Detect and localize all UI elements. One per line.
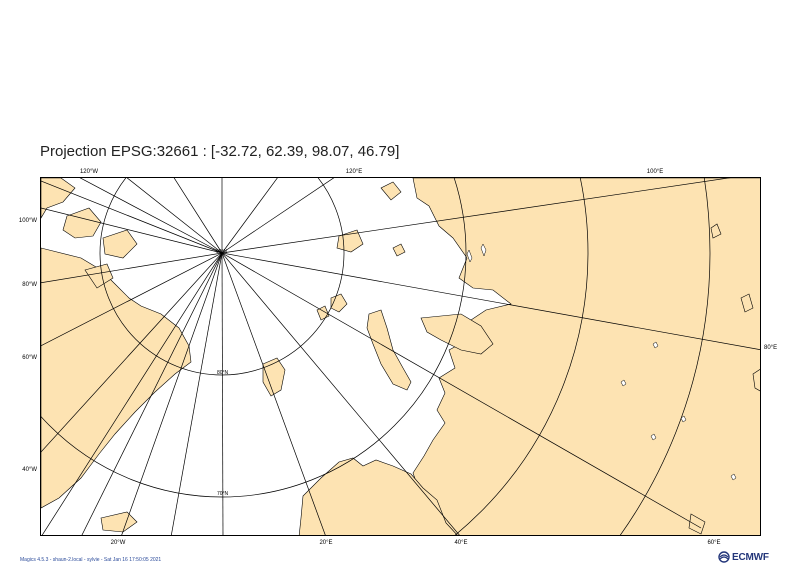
land-baffin-north [84, 263, 114, 289]
meridian [221, 252, 760, 350]
meridian [41, 252, 223, 347]
land-island [752, 368, 760, 392]
lake [730, 473, 737, 481]
lon-label-bottom: 60°E [707, 540, 721, 546]
lake [620, 379, 627, 387]
ecmwf-logo: ECMWF [718, 551, 769, 563]
land-svalbard [262, 357, 286, 397]
meridian [221, 252, 460, 535]
land-iceland [100, 511, 138, 533]
lat-label: 80°N [217, 370, 229, 376]
map-frame: 90°N 80°N 70°N [40, 177, 761, 536]
land-island [710, 223, 722, 239]
land-ellesmere [62, 207, 102, 239]
land-island [740, 293, 754, 313]
land-severnaya-zemlya [336, 229, 364, 253]
latitude-circle-60n [454, 178, 589, 535]
meridian [41, 207, 223, 254]
footer-credit: Magics 4.5.3 - shaun-2.local - sylvie - … [20, 557, 162, 563]
lat-label: 90°N [216, 249, 228, 255]
meridian [41, 252, 223, 453]
land-scandinavia [298, 457, 458, 535]
lon-label-left: 100°W [18, 218, 37, 224]
land-island [392, 243, 406, 257]
latitude-circle-70n [41, 178, 467, 498]
latitude-circle-80n [99, 178, 345, 376]
lon-label-top: 120°E [345, 169, 363, 175]
meridian [171, 252, 223, 535]
lat-label: 70°N [217, 491, 229, 497]
latitude-circle-50n [619, 178, 711, 535]
land-island [380, 181, 402, 201]
land-canadian-arctic [41, 178, 76, 219]
meridian [221, 178, 335, 254]
meridian [221, 252, 702, 529]
lon-label-left: 60°W [22, 355, 37, 361]
lake [650, 433, 657, 441]
lon-label-top: 120°W [79, 169, 99, 175]
ecmwf-logo-icon [718, 551, 730, 563]
lake [680, 415, 687, 423]
meridian [81, 252, 223, 535]
polar-map [41, 178, 760, 535]
lon-label-left: 80°W [22, 282, 37, 288]
map-title: Projection EPSG:32661 : [-32.72, 62.39, … [40, 143, 400, 160]
meridian [221, 252, 224, 535]
lake [480, 243, 487, 257]
meridian [121, 252, 223, 535]
land-taymyr [420, 313, 494, 355]
graticule [41, 178, 760, 535]
lake [652, 341, 659, 349]
lon-label-bottom: 40°E [454, 540, 468, 546]
lon-label-top: 100°E [646, 169, 664, 175]
land-island [688, 513, 706, 535]
meridian [126, 178, 223, 254]
lon-label-right: 80°E [764, 345, 778, 351]
meridian [41, 180, 223, 254]
meridian [41, 252, 223, 284]
lon-label-left: 40°W [22, 467, 37, 473]
land-greenland [41, 247, 192, 509]
meridian [41, 252, 223, 535]
lon-label-bottom: 20°E [319, 540, 333, 546]
lon-label-bottom: 20°W [110, 540, 126, 546]
meridian [79, 178, 223, 254]
land-devon [102, 229, 138, 259]
meridian [221, 252, 326, 535]
lake [466, 249, 473, 263]
logo-text: ECMWF [732, 551, 769, 563]
lakes-layer [466, 243, 737, 481]
meridian [173, 178, 223, 254]
meridian [221, 178, 278, 254]
land-novaya-zemlya [366, 309, 412, 391]
meridian [221, 178, 731, 254]
